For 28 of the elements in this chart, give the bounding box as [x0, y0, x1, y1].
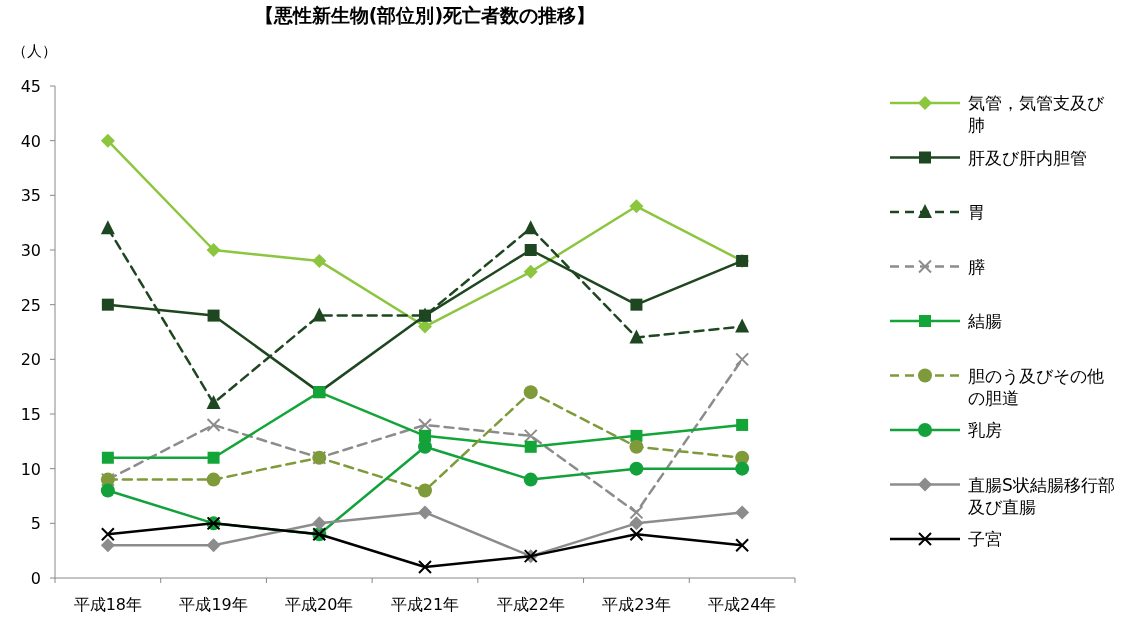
- y-tick-label: 30: [20, 241, 41, 260]
- y-tick-label: 15: [20, 405, 41, 424]
- x-tick-label: 平成22年: [496, 595, 565, 614]
- legend-label: 気管，気管支及び肺: [968, 93, 1105, 135]
- legend-label: 膵: [968, 256, 985, 277]
- x-tick-label: 平成23年: [602, 595, 671, 614]
- chart-title: 【悪性新生物(部位別)死亡者数の推移】: [254, 4, 596, 26]
- legend-label: 結腸: [967, 311, 1002, 331]
- legend-label: 肝及び肝内胆管: [968, 147, 1087, 168]
- x-tick-label: 平成20年: [285, 595, 354, 614]
- legend-label: 直腸S状結腸移行部及び直腸: [968, 474, 1115, 517]
- y-tick-label: 0: [30, 569, 41, 588]
- y-tick-label: 5: [30, 514, 41, 534]
- x-tick-label: 平成21年: [390, 595, 460, 614]
- y-tick-label: 45: [20, 77, 41, 96]
- x-tick-label: 平成24年: [707, 595, 777, 614]
- legend-label: 子宮: [968, 529, 1002, 549]
- y-axis-title: （人）: [12, 42, 57, 60]
- y-tick-label: 35: [20, 186, 41, 206]
- x-tick-label: 平成18年: [73, 595, 143, 614]
- y-tick-label: 10: [20, 459, 41, 479]
- x-tick-label: 平成19年: [179, 595, 248, 614]
- y-tick-label: 25: [20, 295, 41, 315]
- legend-label: 胃: [968, 202, 985, 222]
- y-tick-label: 40: [20, 131, 41, 151]
- y-tick-label: 20: [20, 350, 41, 370]
- legend-label: 胆のう及びその他の胆道: [968, 365, 1104, 408]
- legend-label: 乳房: [968, 420, 1002, 440]
